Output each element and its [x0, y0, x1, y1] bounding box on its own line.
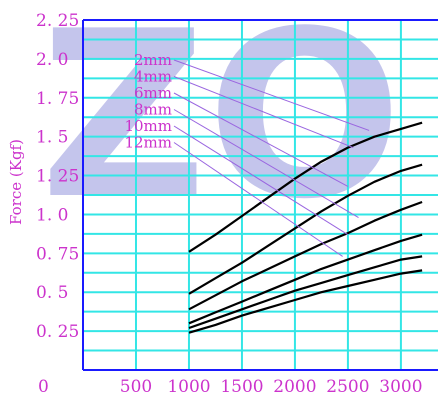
- axes: [82, 19, 438, 371]
- legend-leader-line: [173, 59, 370, 131]
- y-tick-label: 1. 25: [36, 167, 79, 187]
- y-tick-label: 1. 75: [36, 89, 79, 109]
- series-line-2mm: [188, 121, 423, 253]
- x-tick-label: 3000: [379, 377, 422, 397]
- x-tick-label: 1500: [220, 377, 263, 397]
- legend-label: 10mm: [124, 117, 172, 135]
- y-tick-label: 0. 75: [36, 244, 79, 264]
- y-tick-label: 0. 5: [36, 283, 68, 303]
- legend-leader-line: [173, 142, 343, 257]
- y-axis-label: Force (Kgf): [7, 139, 25, 225]
- series-line-4mm: [188, 163, 423, 295]
- y-tick-label: 1. 0: [36, 205, 68, 225]
- series-line-8mm: [188, 233, 423, 325]
- legend-label: 6mm: [134, 84, 172, 102]
- tick-labels: 0. 25 0. 5 0. 75 1. 0 1. 25 1. 5 1. 75 2. 0 2. 2…: [36, 11, 423, 397]
- y-tick-label: 0. 25: [36, 322, 79, 342]
- legend-label: 4mm: [134, 68, 172, 86]
- x-tick-label: 1000: [167, 377, 210, 397]
- x-tick-label: 2500: [326, 377, 369, 397]
- legend-label: 2mm: [134, 51, 172, 69]
- series-line-6mm: [188, 200, 423, 311]
- series-lines: [188, 121, 423, 334]
- x-tick-label: 2000: [273, 377, 316, 397]
- legend-label: 8mm: [134, 101, 172, 119]
- y-tick-label: 2. 25: [36, 11, 79, 31]
- series-line-10mm: [188, 255, 423, 330]
- x-tick-label: 500: [120, 377, 152, 397]
- x-tick-label: 0: [38, 377, 49, 397]
- legend-leaders: [173, 59, 370, 257]
- legend-leader-line: [173, 125, 349, 236]
- y-tick-label: 2. 0: [36, 50, 68, 70]
- legend-leader-line: [173, 76, 354, 149]
- y-tick-label: 1. 5: [36, 128, 68, 148]
- grid: [83, 19, 438, 370]
- legend-label: 12mm: [124, 134, 172, 152]
- legend-leader-line: [173, 92, 349, 187]
- series-line-12mm: [188, 269, 423, 334]
- legend-leader-line: [173, 109, 359, 218]
